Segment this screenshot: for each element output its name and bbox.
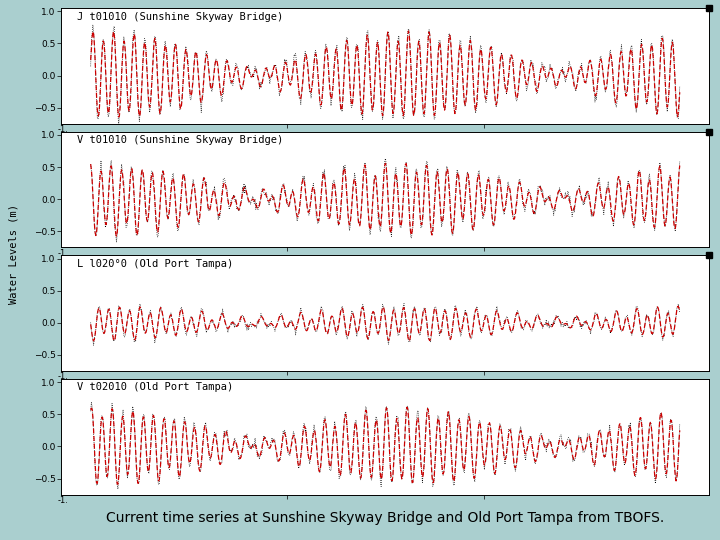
Text: -1.: -1.	[58, 496, 69, 505]
Text: L l020°0 (Old Port Tampa): L l020°0 (Old Port Tampa)	[78, 259, 234, 269]
Text: Current time series at Sunshine Skyway Bridge and Old Port Tampa from TBOFS.: Current time series at Sunshine Skyway B…	[106, 511, 665, 525]
Text: V t01010 (Sunshine Skyway Bridge): V t01010 (Sunshine Skyway Bridge)	[78, 135, 284, 145]
Text: Water Levels (m): Water Levels (m)	[9, 204, 19, 304]
Text: J t01010 (Sunshine Skyway Bridge): J t01010 (Sunshine Skyway Bridge)	[78, 11, 284, 22]
Text: -1.: -1.	[58, 125, 69, 134]
Text: -1.: -1.	[58, 372, 69, 381]
Text: -1.: -1.	[58, 248, 69, 258]
Text: V t02010 (Old Port Tampa): V t02010 (Old Port Tampa)	[78, 382, 234, 393]
